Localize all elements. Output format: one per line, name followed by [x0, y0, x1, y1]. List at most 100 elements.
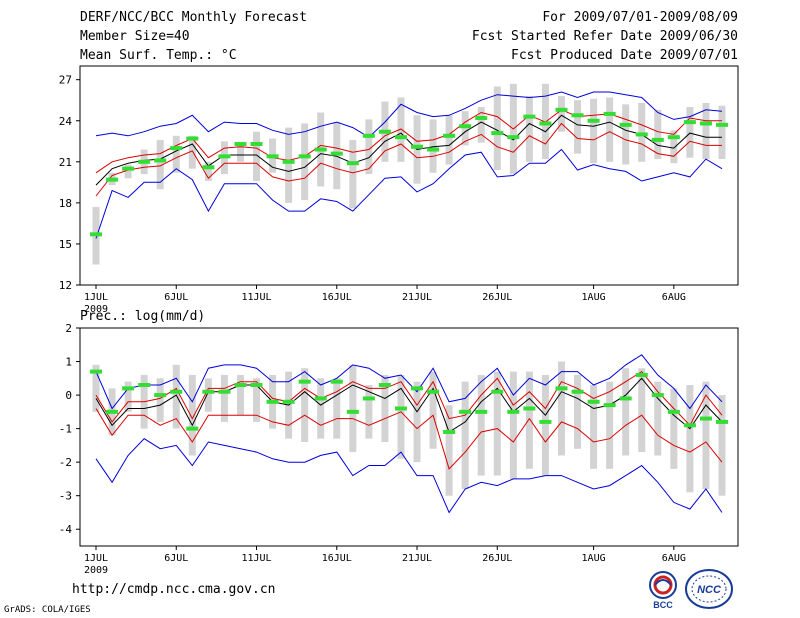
prec-xtick-label: 11JUL [241, 553, 271, 564]
temp-range-bar [638, 102, 646, 162]
prec-range-bar [590, 385, 598, 469]
prec-range-bar [686, 385, 694, 493]
temp-observed-marker [298, 154, 311, 159]
forecast-period: For 2009/07/01-2009/08/09 [542, 10, 738, 25]
ncc-logo-text: NCC [697, 584, 722, 596]
temp-range-bar [301, 123, 309, 201]
prec-observed-marker [699, 416, 712, 421]
prec-range-bar [349, 364, 357, 453]
temp-observed-marker [443, 133, 456, 138]
temp-observed-marker [571, 113, 584, 118]
prec-range-bar [429, 371, 437, 449]
prec-observed-marker [603, 403, 616, 408]
temp-xtick-label: 26JUL [482, 292, 512, 303]
footer-url[interactable]: http://cmdp.ncc.cma.gov.cn [72, 582, 276, 597]
prec-range-bar [606, 381, 614, 469]
prec-range-bar [253, 378, 261, 422]
prec-ytick-label: 0 [65, 389, 72, 402]
temp-observed-marker [186, 136, 199, 141]
prec-observed-marker [314, 396, 327, 401]
temp-observed-marker [587, 118, 600, 123]
temp-range-bar [188, 135, 196, 169]
prec-range-bar [172, 364, 180, 429]
temp-observed-marker [90, 232, 102, 237]
prec-observed-marker [539, 419, 552, 424]
temp-xtick-label: 6AUG [662, 292, 686, 303]
precip-panel-title: Prec.: log(mm/d) [80, 309, 206, 324]
prec-observed-marker [362, 396, 375, 401]
prec-ytick-label: 1 [65, 356, 72, 369]
temp-xtick-label: 1AUG [582, 292, 606, 303]
prec-range-bar [670, 388, 678, 469]
temp-range-bar [702, 102, 710, 160]
temp-range-bar [124, 164, 132, 179]
prec-upper-line [95, 370, 723, 427]
prec-observed-marker [250, 383, 263, 388]
prec-observed-marker [555, 386, 568, 391]
temp-upper-line [95, 109, 722, 174]
prec-observed-marker [378, 383, 391, 388]
prec-observed-marker [138, 383, 151, 388]
temp-range-bar [172, 135, 180, 173]
prec-mean-line [95, 377, 723, 433]
prec-range-bar [124, 381, 132, 412]
prec-range-bar [509, 371, 517, 479]
prec-xtick-label: 1JUL [84, 553, 108, 564]
temp-observed-marker [202, 165, 215, 170]
prec-observed-marker [427, 389, 440, 394]
temp-observed-marker [394, 135, 407, 140]
prec-range-bar [702, 381, 710, 489]
prec-observed-marker [459, 409, 472, 414]
temp-range-bar [365, 119, 373, 175]
prec-xtick-label: 21JUL [402, 553, 432, 564]
temp-observed-marker [122, 166, 135, 171]
prec-observed-marker [234, 383, 247, 388]
prec-range-bar [333, 378, 341, 439]
prec-ytick-label: 2 [65, 322, 72, 335]
prec-observed-marker [346, 409, 359, 414]
prec-range-bar [638, 368, 646, 453]
temp-max-line [95, 91, 723, 138]
prec-xtick-label: 1AUG [582, 553, 606, 564]
temp-xtick-label: 16JUL [322, 292, 352, 303]
temp-range-bar [718, 105, 726, 160]
temp-min-line [95, 148, 723, 239]
prec-ytick-label: -4 [59, 523, 73, 536]
prec-range-bar [477, 374, 485, 476]
prec-observed-marker [571, 389, 584, 394]
temp-year-label: 2009 [84, 304, 108, 315]
temp-range-bar [541, 83, 549, 160]
prec-observed-marker [619, 396, 632, 401]
prec-observed-marker [491, 389, 504, 394]
temp-observed-marker [266, 154, 279, 159]
prec-lower-line [95, 408, 723, 470]
bcc-logo-text: BCC [653, 600, 673, 610]
prec-range-bar [92, 364, 100, 412]
prec-range-bar [445, 405, 453, 496]
temp-observed-marker [282, 159, 295, 164]
prec-range-bar [220, 374, 228, 422]
temp-observed-marker [716, 122, 728, 127]
prec-range-bar [236, 374, 244, 416]
temp-range-bar [606, 97, 614, 162]
temp-observed-marker [218, 154, 231, 159]
temp-range-bar [654, 109, 662, 160]
temp-observed-marker [330, 151, 343, 156]
temp-range-bar [670, 130, 678, 164]
prec-ytick-label: -1 [59, 423, 72, 436]
prec-observed-marker [122, 386, 135, 391]
temp-range-bar [285, 127, 293, 203]
temp-range-bar [493, 86, 501, 171]
temp-ytick-label: 21 [59, 156, 72, 169]
temp-observed-marker [683, 120, 696, 125]
temp-range-bar [236, 142, 244, 162]
temp-range-bar [557, 96, 565, 132]
temp-observed-marker [106, 177, 119, 182]
temp-range-bar [574, 100, 582, 154]
temp-xtick-label: 1JUL [84, 292, 108, 303]
temp-observed-marker [138, 159, 151, 164]
prec-range-bar [622, 368, 630, 456]
prec-range-bar [654, 381, 662, 456]
prec-observed-marker [266, 399, 279, 404]
